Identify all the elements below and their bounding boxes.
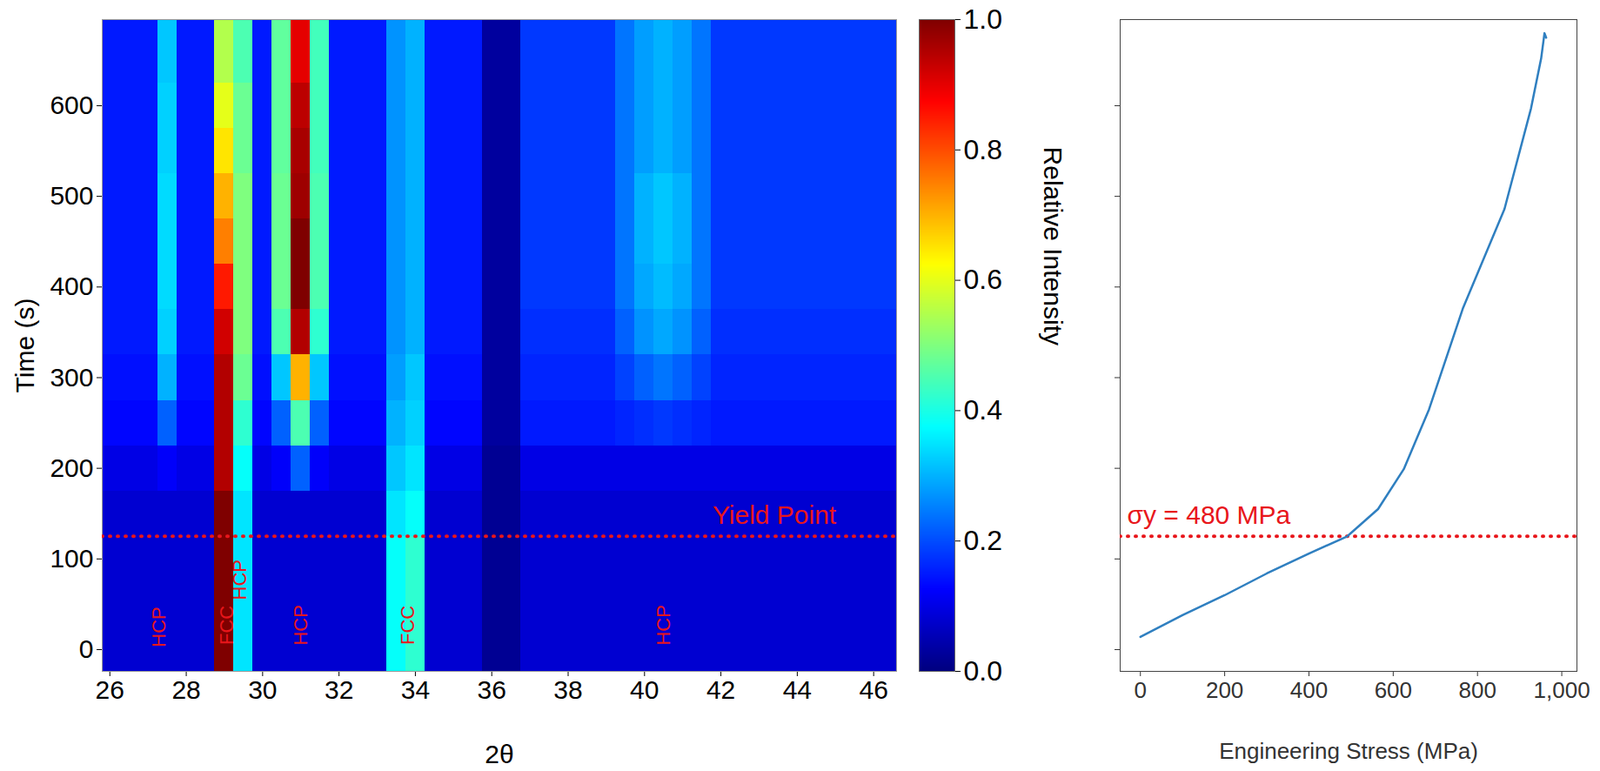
svg-text:32: 32 [324, 675, 354, 704]
svg-text:800: 800 [1459, 676, 1497, 703]
svg-text:40: 40 [629, 675, 659, 704]
svg-text:0.4: 0.4 [964, 394, 1003, 426]
svg-text:200: 200 [49, 453, 94, 483]
svg-text:500: 500 [49, 180, 94, 210]
svg-text:200: 200 [1205, 676, 1244, 703]
svg-text:36: 36 [477, 675, 507, 704]
svg-text:1.0: 1.0 [964, 3, 1003, 35]
svg-text:Relative Intensity: Relative Intensity [1038, 147, 1068, 346]
svg-text:0: 0 [1134, 676, 1147, 703]
svg-text:Time (s): Time (s) [10, 298, 40, 394]
svg-text:44: 44 [783, 675, 812, 704]
svg-text:Yield Point: Yield Point [712, 500, 837, 529]
svg-text:46: 46 [858, 675, 888, 704]
svg-text:600: 600 [1374, 676, 1413, 703]
svg-text:0: 0 [79, 634, 94, 663]
svg-text:HCP: HCP [289, 604, 312, 645]
svg-text:0.8: 0.8 [964, 133, 1003, 166]
svg-text:34: 34 [401, 675, 430, 704]
svg-text:2θ: 2θ [484, 739, 514, 769]
svg-text:400: 400 [1290, 676, 1328, 703]
svg-text:42: 42 [706, 675, 736, 704]
svg-text:28: 28 [171, 675, 201, 704]
svg-text:38: 38 [553, 675, 583, 704]
svg-text:400: 400 [49, 271, 94, 301]
svg-text:0.2: 0.2 [964, 524, 1003, 556]
svg-text:30: 30 [247, 675, 277, 704]
svg-text:FCC: FCC [396, 605, 419, 645]
svg-text:Engineering Stress (MPa): Engineering Stress (MPa) [1218, 737, 1479, 764]
svg-text:σy = 480 MPa: σy = 480 MPa [1127, 500, 1292, 529]
svg-text:0.0: 0.0 [964, 655, 1003, 687]
svg-text:HCP: HCP [652, 604, 675, 645]
svg-text:600: 600 [49, 90, 94, 120]
svg-text:300: 300 [49, 362, 94, 392]
svg-text:0.6: 0.6 [964, 263, 1003, 295]
svg-text:HCP: HCP [147, 606, 170, 647]
svg-text:HCP: HCP [228, 559, 251, 600]
svg-text:1,000: 1,000 [1533, 676, 1591, 703]
svg-text:FCC: FCC [215, 605, 238, 645]
svg-text:100: 100 [49, 543, 94, 573]
svg-text:26: 26 [95, 675, 125, 704]
